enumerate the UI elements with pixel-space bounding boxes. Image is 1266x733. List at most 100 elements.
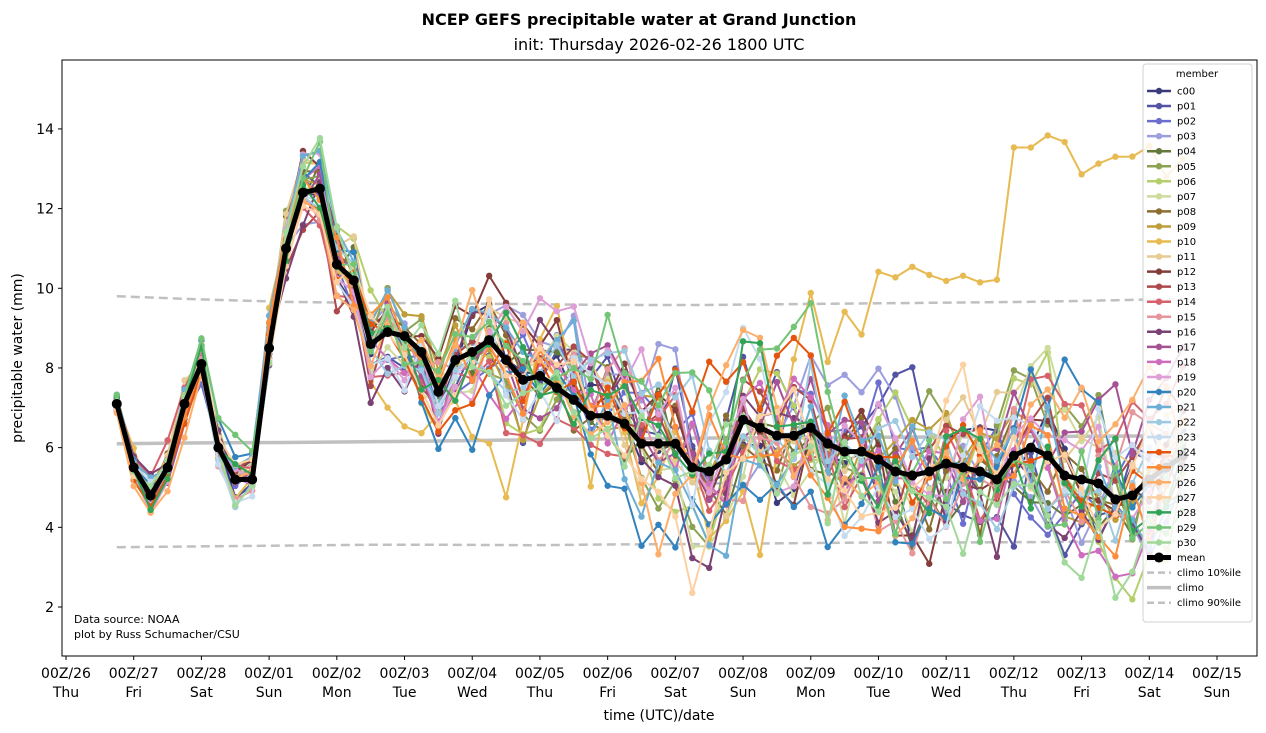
member-point bbox=[553, 341, 561, 348]
member-point bbox=[722, 552, 730, 559]
member-point bbox=[790, 472, 798, 480]
member-point bbox=[1078, 171, 1085, 178]
member-point bbox=[587, 375, 594, 383]
member-point bbox=[926, 437, 933, 444]
member-point bbox=[858, 500, 865, 508]
mean-point bbox=[467, 347, 478, 358]
member-point bbox=[1078, 503, 1085, 510]
member-point bbox=[689, 589, 696, 597]
legend-marker bbox=[1155, 117, 1163, 125]
member-point bbox=[621, 347, 628, 355]
member-point bbox=[790, 375, 798, 382]
member-point bbox=[198, 335, 205, 342]
legend-marker bbox=[1155, 418, 1163, 426]
member-point bbox=[384, 303, 391, 310]
member-point bbox=[299, 163, 307, 170]
member-point bbox=[756, 496, 764, 503]
member-point bbox=[384, 344, 391, 351]
legend-label: p03 bbox=[1177, 132, 1196, 143]
member-point bbox=[655, 340, 662, 348]
member-point bbox=[1112, 516, 1119, 523]
legend-entry-climo: climo bbox=[1147, 583, 1204, 594]
member-point bbox=[824, 358, 831, 366]
member-point bbox=[773, 481, 781, 489]
member-point bbox=[232, 461, 239, 468]
legend-label: p17 bbox=[1177, 342, 1196, 353]
member-point bbox=[722, 500, 730, 508]
member-point bbox=[655, 551, 662, 558]
member-point bbox=[604, 384, 611, 391]
member-point bbox=[587, 451, 594, 458]
legend-entry-p24: p24 bbox=[1147, 448, 1196, 459]
member-point bbox=[502, 309, 510, 316]
member-point bbox=[147, 506, 154, 514]
member-point bbox=[485, 296, 493, 303]
legend-label: climo bbox=[1177, 583, 1204, 594]
legend-label: p12 bbox=[1177, 267, 1196, 278]
member-point bbox=[1078, 486, 1085, 493]
member-point bbox=[401, 311, 408, 318]
member-point bbox=[536, 345, 544, 352]
y-tick-label: 8 bbox=[45, 361, 54, 377]
member-point bbox=[469, 326, 476, 333]
member-point bbox=[1129, 482, 1136, 490]
x-tick-label: 00Z/13 bbox=[1057, 666, 1107, 682]
legend-entry-p19: p19 bbox=[1147, 372, 1196, 383]
member-point bbox=[706, 461, 713, 469]
member-point bbox=[942, 433, 950, 440]
member-line bbox=[115, 204, 1184, 594]
member-line bbox=[115, 149, 1184, 567]
member-point bbox=[519, 410, 527, 417]
legend-label: p25 bbox=[1177, 463, 1196, 474]
mean-point bbox=[636, 438, 647, 449]
x-tick-label: 00Z/01 bbox=[244, 666, 294, 682]
member-point bbox=[1027, 422, 1035, 429]
legend-entry-p03: p03 bbox=[1147, 132, 1196, 143]
member-point bbox=[1078, 402, 1085, 409]
mean-point bbox=[788, 430, 799, 441]
x-tick-label: 00Z/09 bbox=[786, 666, 836, 682]
member-point bbox=[621, 476, 628, 483]
member-point bbox=[756, 551, 764, 559]
member-point bbox=[942, 523, 950, 530]
member-series-p25 bbox=[113, 175, 1187, 560]
member-point bbox=[519, 365, 527, 372]
data-source-note: Data source: NOAA bbox=[74, 613, 180, 626]
mean-point bbox=[958, 462, 969, 473]
member-point bbox=[638, 500, 645, 507]
member-point bbox=[1061, 487, 1068, 494]
member-point bbox=[469, 338, 476, 345]
member-point bbox=[824, 388, 831, 396]
member-point bbox=[976, 500, 984, 507]
member-point bbox=[519, 416, 527, 423]
member-point bbox=[722, 388, 730, 396]
member-point bbox=[452, 315, 459, 322]
member-point bbox=[130, 482, 137, 490]
legend-entry-p16: p16 bbox=[1147, 327, 1196, 338]
x-axis-label: time (UTC)/date bbox=[603, 708, 714, 724]
member-point bbox=[384, 287, 391, 294]
legend-box bbox=[1142, 63, 1253, 623]
x-tick-day: Sun bbox=[1204, 685, 1231, 701]
mean-point bbox=[1059, 470, 1070, 481]
legend-label: p04 bbox=[1177, 147, 1196, 158]
member-point bbox=[858, 331, 865, 338]
legend-title: member bbox=[1176, 69, 1219, 80]
legend-label: p29 bbox=[1177, 523, 1196, 534]
member-point bbox=[875, 379, 882, 386]
member-point bbox=[689, 420, 696, 427]
member-point bbox=[1129, 568, 1136, 575]
member-point bbox=[452, 330, 459, 338]
member-point bbox=[1061, 480, 1068, 487]
member-point bbox=[469, 377, 476, 384]
member-point bbox=[672, 513, 679, 520]
x-tick-day: Sun bbox=[730, 685, 757, 701]
legend-marker bbox=[1155, 509, 1163, 516]
legend-label: p30 bbox=[1177, 538, 1196, 549]
member-point bbox=[367, 313, 374, 320]
member-point bbox=[655, 473, 662, 481]
member-point bbox=[1095, 399, 1102, 406]
member-point bbox=[976, 456, 984, 463]
legend-label: mean bbox=[1177, 553, 1205, 564]
mean-point bbox=[687, 462, 698, 473]
